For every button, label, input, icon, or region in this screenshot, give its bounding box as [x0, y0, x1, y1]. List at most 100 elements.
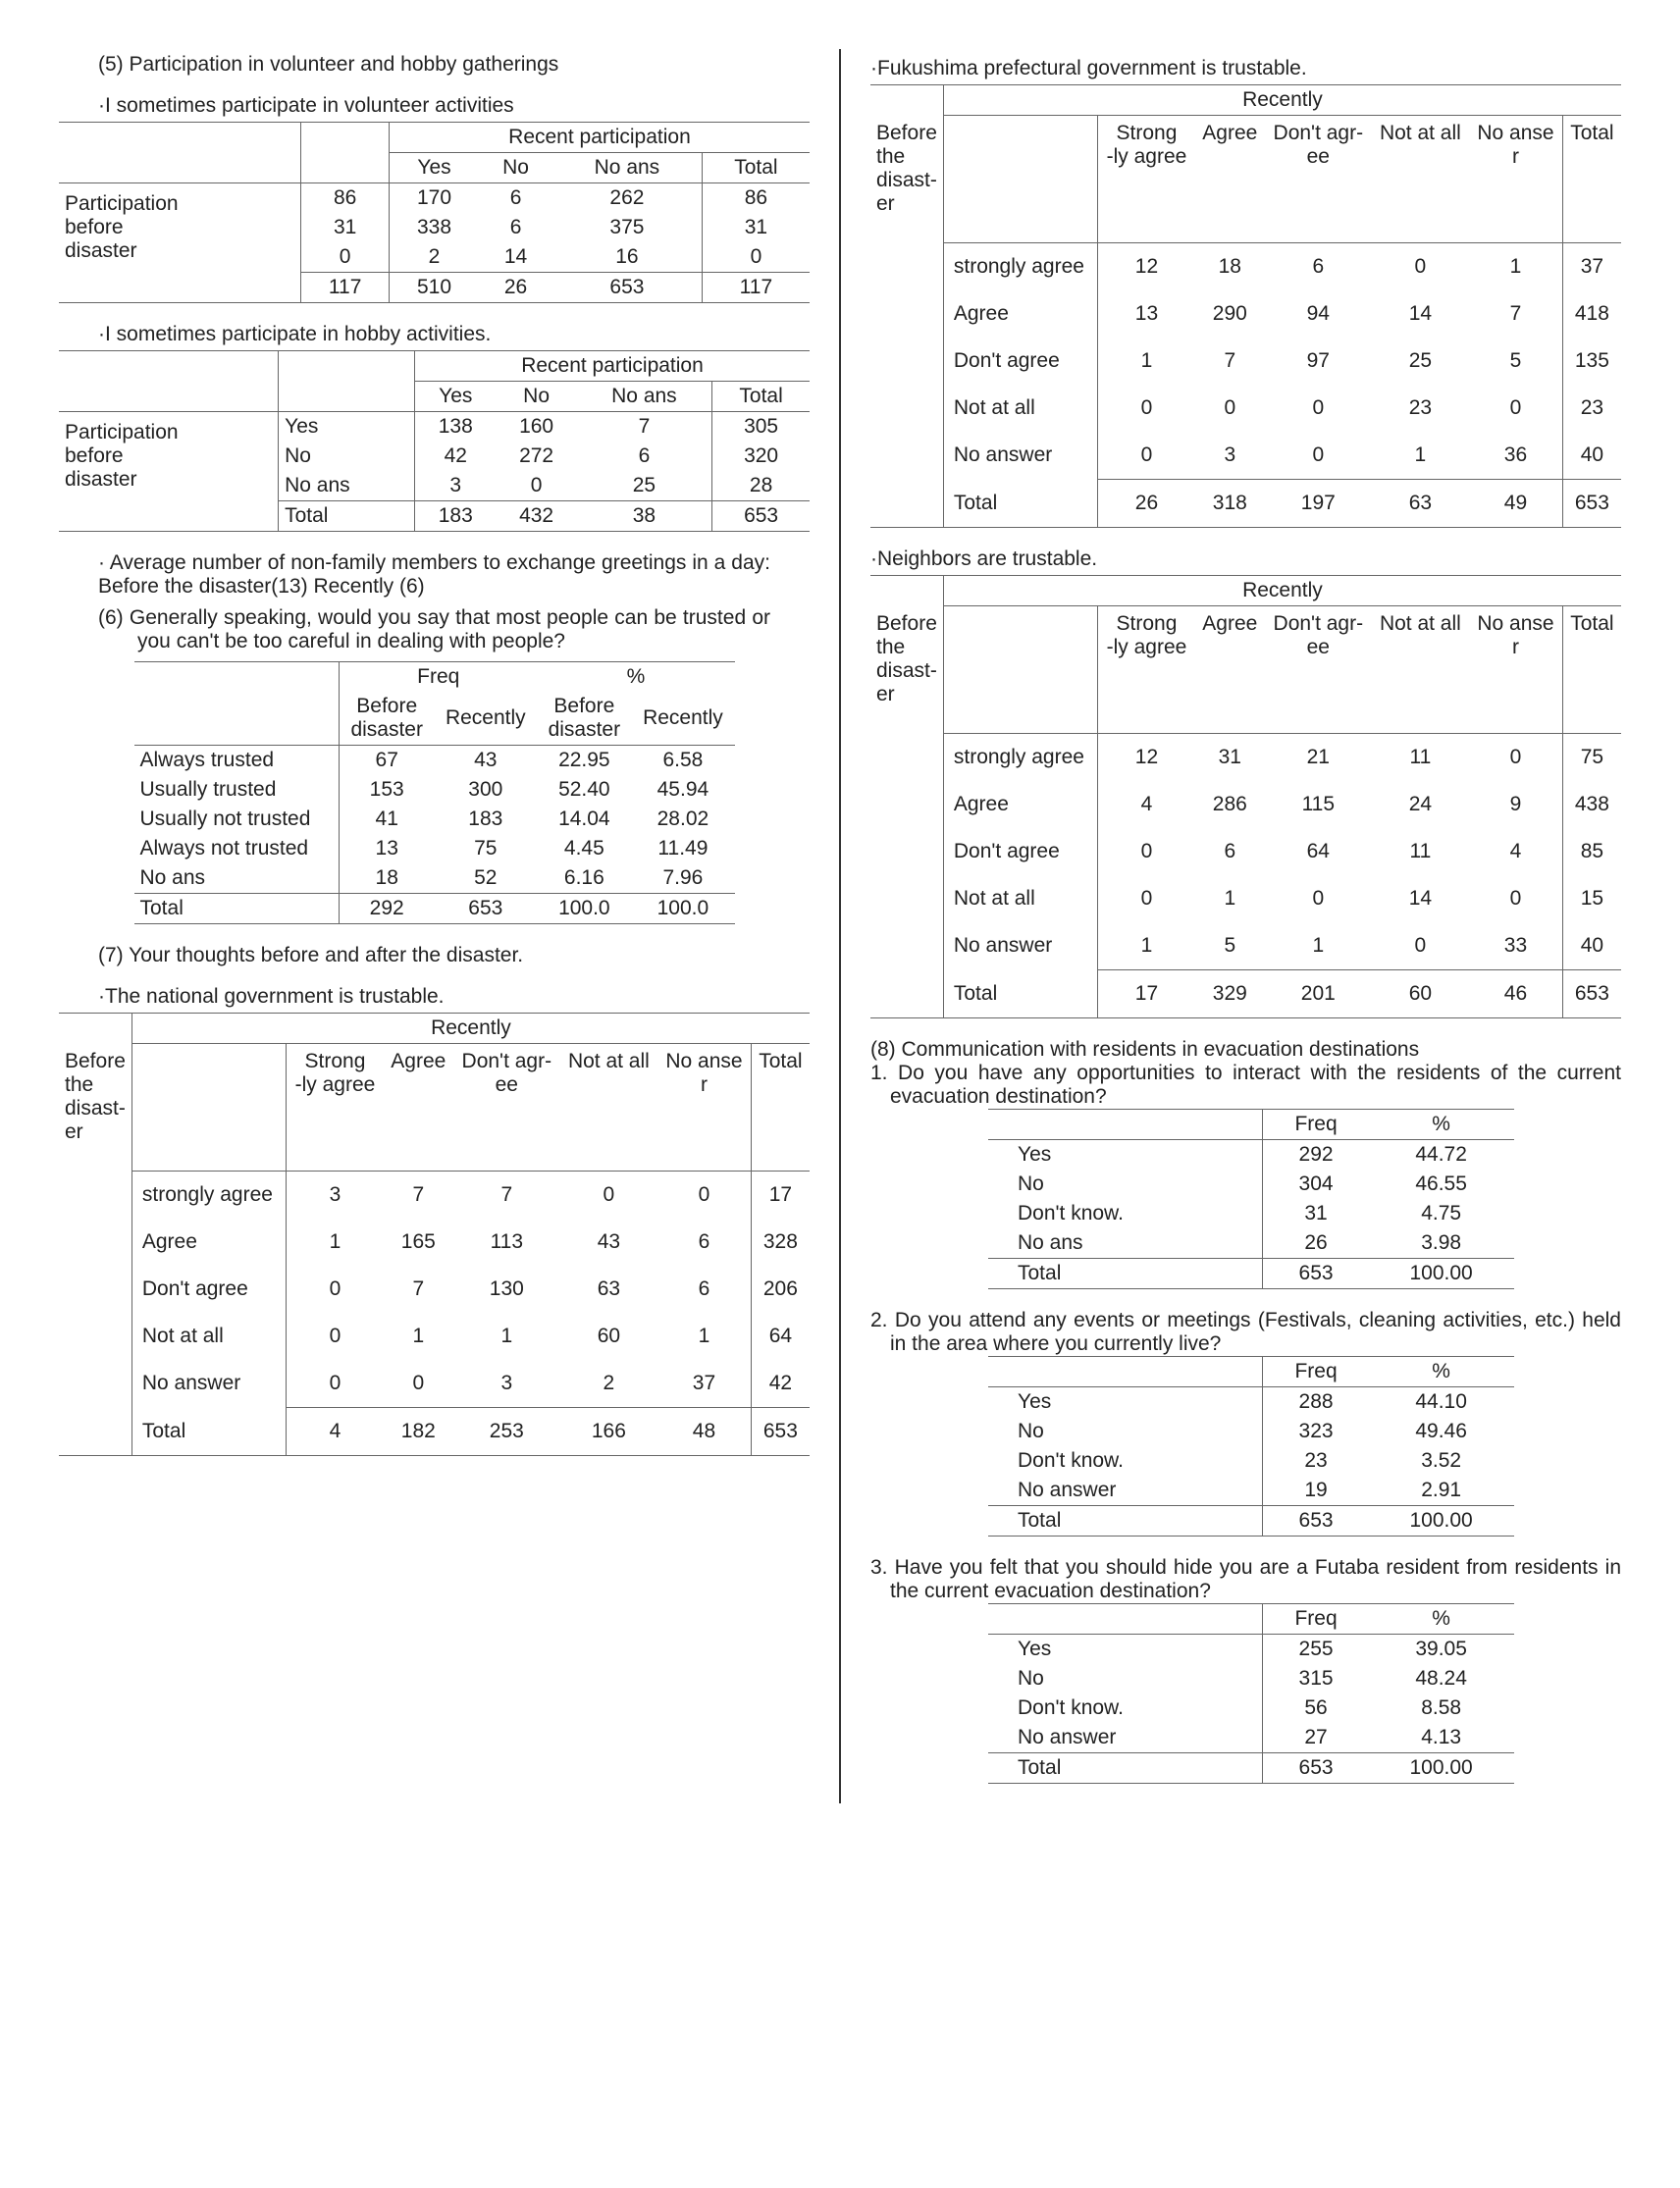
- col-total: Total: [1562, 606, 1621, 734]
- cell: 653: [1263, 1753, 1369, 1784]
- cell: 18: [340, 863, 435, 894]
- cell: 6: [479, 183, 552, 214]
- cell: 14: [1372, 875, 1470, 922]
- cell: 510: [389, 273, 479, 303]
- cell: 0: [560, 1172, 658, 1220]
- cell: 6: [577, 442, 712, 471]
- cell: 170: [389, 183, 479, 214]
- cell: 5: [1195, 922, 1265, 970]
- cell: 44.72: [1369, 1140, 1514, 1171]
- table-5a-side: Participationbeforedisaster: [59, 183, 301, 273]
- trust-table: RecentlyBefore the disast-erStrong-ly ag…: [59, 1013, 810, 1456]
- cell: 201: [1265, 970, 1372, 1018]
- cell: 7: [453, 1172, 560, 1220]
- cell: 1: [453, 1313, 560, 1360]
- cell: 1: [1265, 922, 1372, 970]
- cell: 43: [434, 746, 537, 776]
- cell: 328: [751, 1219, 810, 1266]
- cell: 0: [1469, 875, 1562, 922]
- cell: 63: [1372, 480, 1470, 528]
- cell: 28.02: [631, 805, 734, 834]
- cell: 206: [751, 1266, 810, 1313]
- cell: 0: [1098, 385, 1195, 432]
- sub-head: Beforedisaster: [537, 692, 631, 746]
- table-5a-superhead: Recent participation: [389, 123, 810, 153]
- row-label: Yes: [279, 412, 415, 443]
- cell: 4: [1098, 781, 1195, 828]
- cell: 338: [389, 213, 479, 242]
- cell: 0: [384, 1360, 453, 1408]
- row-label: Total: [988, 1753, 1263, 1784]
- cell: 7: [384, 1172, 453, 1220]
- cell: 26: [1263, 1228, 1369, 1259]
- cell: 0: [287, 1360, 384, 1408]
- cell: 653: [751, 1408, 810, 1456]
- cell: 6: [657, 1219, 751, 1266]
- cell: 1: [1098, 922, 1195, 970]
- head-pct: %: [1369, 1110, 1514, 1140]
- cell: 16: [552, 242, 702, 273]
- section-8-title: (8) Communication with residents in evac…: [870, 1038, 1621, 1062]
- before-disaster-side: Before the disast-er: [59, 1044, 131, 1220]
- cell: 52: [434, 863, 537, 894]
- cell: 315: [1263, 1664, 1369, 1693]
- section-7-title: (7) Your thoughts before and after the d…: [59, 944, 810, 967]
- col-total: Total: [1562, 116, 1621, 243]
- cell: 0: [1098, 432, 1195, 480]
- cell: 262: [552, 183, 702, 214]
- cell: 1: [1372, 432, 1470, 480]
- cell: 117: [702, 273, 810, 303]
- section-5-title: (5) Participation in volunteer and hobby…: [59, 53, 810, 77]
- row-label: No ans: [279, 471, 415, 501]
- col-head: Not at all: [1372, 116, 1470, 243]
- row-label: Total: [943, 480, 1097, 528]
- cell: 165: [384, 1219, 453, 1266]
- cell: 329: [1195, 970, 1265, 1018]
- cell: 49: [1469, 480, 1562, 528]
- sub-head: Beforedisaster: [340, 692, 435, 746]
- cell: 31: [702, 213, 810, 242]
- cell: 197: [1265, 480, 1372, 528]
- cell: 0: [1265, 432, 1372, 480]
- row-label: No ans: [134, 863, 340, 894]
- cell: 41: [340, 805, 435, 834]
- col-total: Total: [712, 382, 810, 412]
- q8-1: 1. Do you have any opportunities to inte…: [890, 1062, 1621, 1109]
- cell: 2: [389, 242, 479, 273]
- cell: 183: [415, 501, 497, 532]
- col-head: Not at all: [1372, 606, 1470, 734]
- col-head: Strong-ly agree: [1098, 606, 1195, 734]
- cell: 1: [1195, 875, 1265, 922]
- row-label: No: [988, 1664, 1263, 1693]
- total-label: Total: [134, 894, 340, 924]
- cell: 0: [1469, 734, 1562, 782]
- cell: 46: [1469, 970, 1562, 1018]
- freq-table: Freq%Yes25539.05No31548.24Don't know.568…: [988, 1603, 1514, 1784]
- cell: 153: [340, 775, 435, 805]
- cell: 438: [1562, 781, 1621, 828]
- cell: 21: [1265, 734, 1372, 782]
- row-label: Always trusted: [134, 746, 340, 776]
- row-label: Usually trusted: [134, 775, 340, 805]
- head-freq: Freq: [1263, 1604, 1369, 1635]
- cell: 0: [301, 242, 390, 273]
- cell: 117: [301, 273, 390, 303]
- cell: 3.98: [1369, 1228, 1514, 1259]
- cell: 3: [415, 471, 497, 501]
- col-head: Not at all: [560, 1044, 658, 1172]
- cell: 23: [1372, 385, 1470, 432]
- cell: 48.24: [1369, 1664, 1514, 1693]
- row-label: No ans: [988, 1228, 1263, 1259]
- cell: 3: [453, 1360, 560, 1408]
- cell: 255: [1263, 1635, 1369, 1665]
- cell: 653: [1562, 480, 1621, 528]
- cell: 1: [1098, 338, 1195, 385]
- row-label: Don't agree: [131, 1266, 286, 1313]
- row-label: Yes: [988, 1140, 1263, 1171]
- row-label: Agree: [943, 781, 1097, 828]
- cell: 25: [1372, 338, 1470, 385]
- row-label: Total: [988, 1259, 1263, 1289]
- cell: 0: [287, 1313, 384, 1360]
- cell: 22.95: [537, 746, 631, 776]
- cell: 1: [1469, 243, 1562, 291]
